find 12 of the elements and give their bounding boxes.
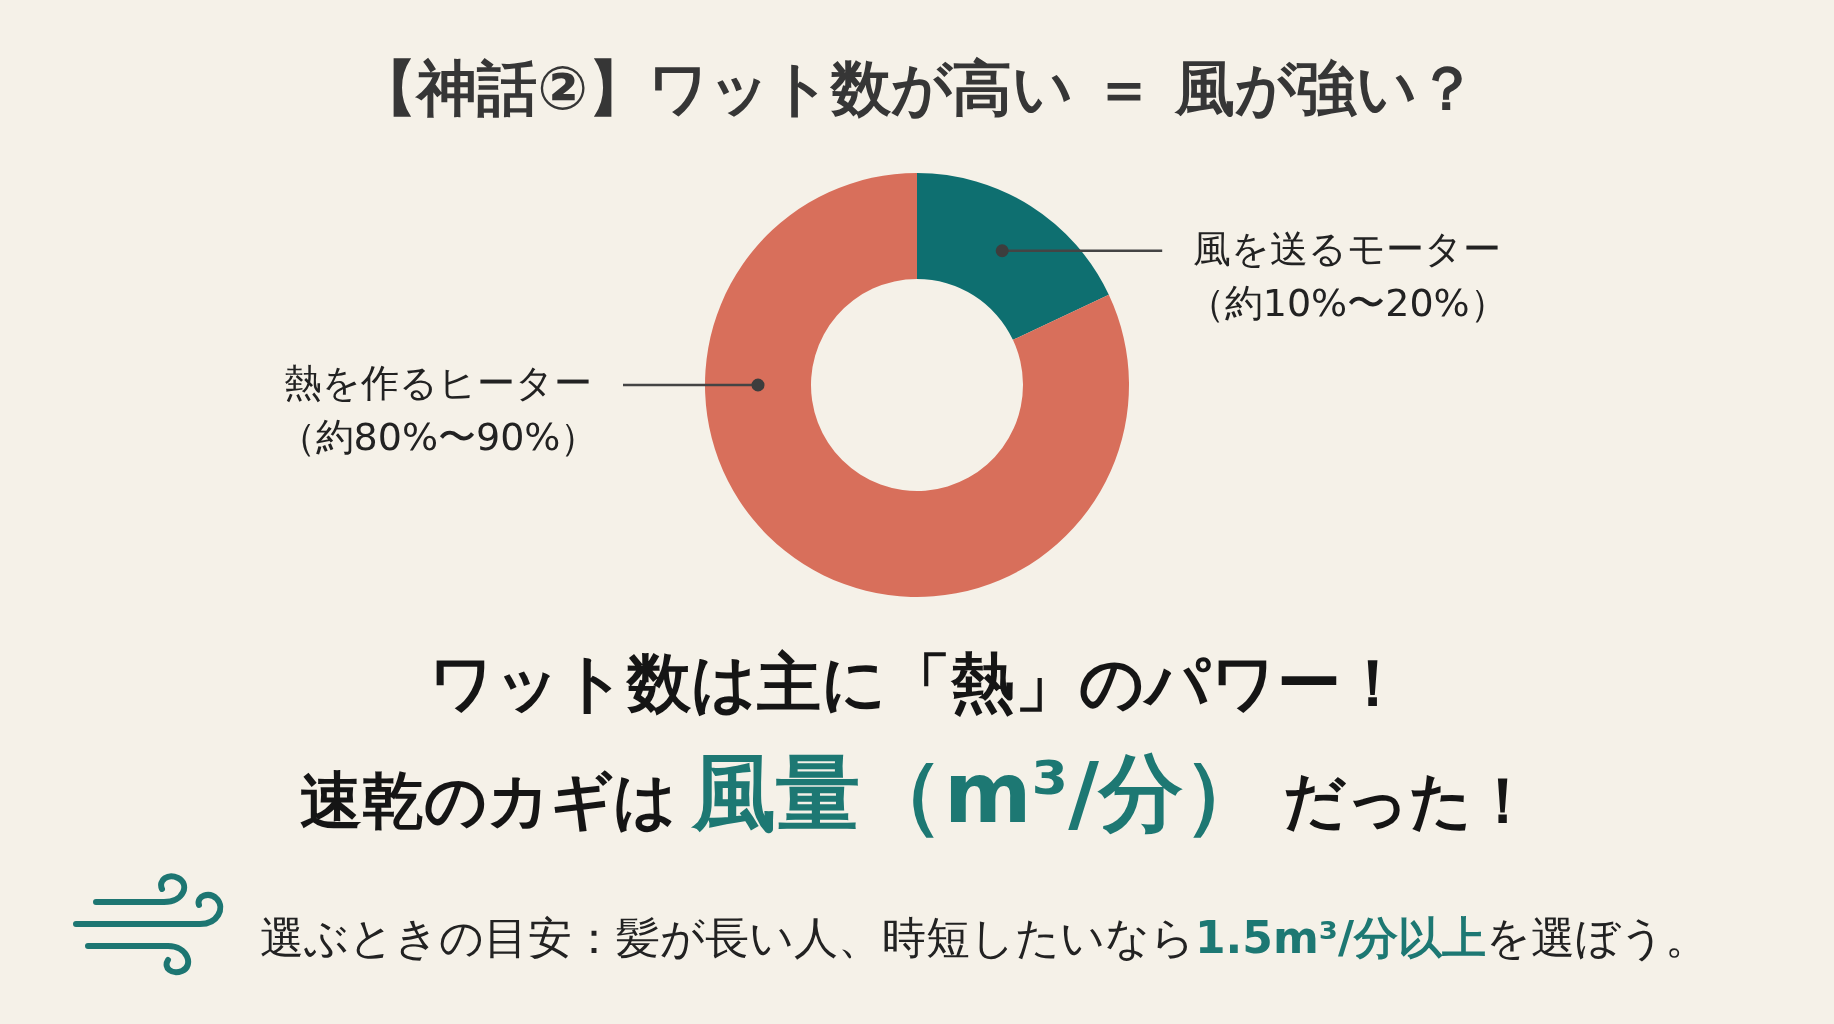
text: 選ぶときの目安：髪が長い人、時短したいなら	[260, 912, 1195, 963]
slice-label: 風を送るモーター（約10%〜20%）	[1186, 226, 1508, 325]
slice-label: 熱を作るヒーター（約80%〜90%）	[277, 361, 599, 459]
text: 風量（m³/分）	[692, 744, 1267, 842]
text: を選ぼう。	[1486, 912, 1710, 963]
text: だった！	[1283, 764, 1534, 837]
text: 1.5m³/分以上	[1195, 912, 1487, 963]
donut-slice	[705, 173, 1129, 597]
text: ワット数は主に「熱」のパワー！	[429, 646, 1405, 720]
chart-title: 【神話②】ワット数が高い ＝ 風が強い？	[357, 52, 1477, 125]
donut-slice	[917, 173, 1109, 340]
text: 速乾のカギは	[300, 764, 676, 837]
